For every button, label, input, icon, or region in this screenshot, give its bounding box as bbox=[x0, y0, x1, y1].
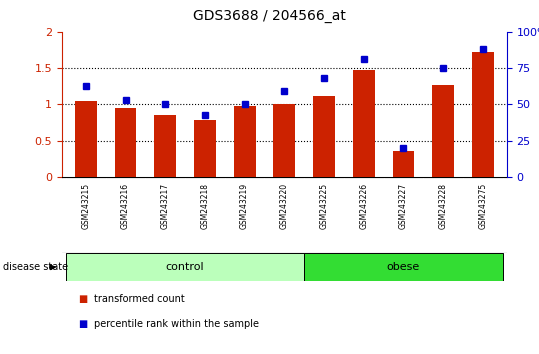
Text: ■: ■ bbox=[78, 319, 87, 329]
Text: disease state: disease state bbox=[3, 262, 68, 272]
Bar bbox=[115, 108, 136, 177]
Text: percentile rank within the sample: percentile rank within the sample bbox=[94, 319, 259, 329]
Bar bbox=[313, 96, 335, 177]
Bar bbox=[194, 120, 216, 177]
Text: GSM243227: GSM243227 bbox=[399, 183, 408, 229]
Bar bbox=[66, 253, 304, 281]
Text: GSM243228: GSM243228 bbox=[439, 183, 447, 229]
Bar bbox=[234, 106, 255, 177]
Bar bbox=[353, 70, 375, 177]
Text: GSM243225: GSM243225 bbox=[320, 183, 329, 229]
Text: transformed count: transformed count bbox=[94, 294, 185, 304]
Bar bbox=[432, 85, 454, 177]
Text: GSM243216: GSM243216 bbox=[121, 183, 130, 229]
Text: control: control bbox=[166, 262, 204, 272]
Text: ■: ■ bbox=[78, 294, 87, 304]
Text: GSM243217: GSM243217 bbox=[161, 183, 170, 229]
Text: GSM243219: GSM243219 bbox=[240, 183, 249, 229]
Text: obese: obese bbox=[387, 262, 420, 272]
Text: GSM243220: GSM243220 bbox=[280, 183, 289, 229]
Bar bbox=[75, 101, 96, 177]
Bar bbox=[392, 151, 414, 177]
Bar bbox=[154, 115, 176, 177]
Bar bbox=[273, 104, 295, 177]
Text: GDS3688 / 204566_at: GDS3688 / 204566_at bbox=[193, 9, 346, 23]
Bar bbox=[304, 253, 503, 281]
Text: GSM243275: GSM243275 bbox=[478, 183, 487, 229]
Text: GSM243218: GSM243218 bbox=[201, 183, 210, 229]
Text: GSM243226: GSM243226 bbox=[359, 183, 368, 229]
Text: GSM243215: GSM243215 bbox=[81, 183, 91, 229]
Bar bbox=[472, 52, 494, 177]
